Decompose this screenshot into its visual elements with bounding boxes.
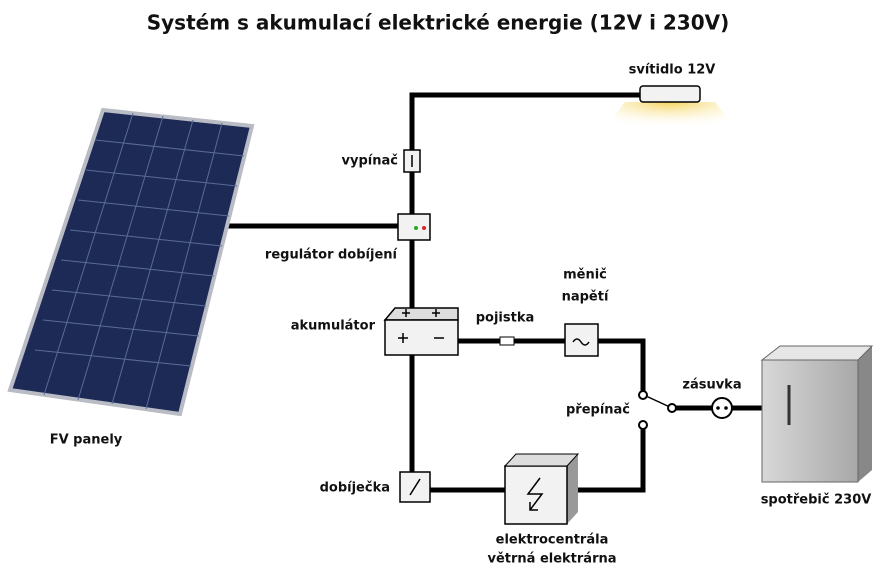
generator [503, 453, 580, 525]
panels-label: FV panely [50, 433, 123, 448]
socket [711, 397, 733, 419]
inverter-label: napětí [562, 290, 610, 305]
charger [399, 471, 431, 503]
generator-label: větrná elektrárna [487, 552, 616, 566]
lamp-label: svítidlo 12V [629, 63, 716, 78]
battery [383, 307, 459, 356]
appliance [760, 345, 874, 483]
selector-label: přepínač [566, 403, 630, 418]
charger-label: dobíječka [320, 481, 390, 496]
title: Systém s akumulací elektrické energie (1… [147, 11, 730, 35]
solar-panel [7, 107, 255, 417]
switch-label: vypínač [342, 154, 398, 169]
inverter-label: měnič [563, 268, 607, 283]
regulator-label: regulátor dobíjení [265, 248, 399, 263]
regulator [397, 213, 431, 241]
socket-label: zásuvka [682, 378, 741, 393]
fuse [499, 336, 515, 346]
lamp [600, 85, 740, 135]
battery-label: akumulátor [291, 319, 376, 334]
fuse-label: pojistka [476, 311, 535, 326]
appliance-label: spotřebič 230V [761, 493, 872, 508]
selector [638, 390, 677, 430]
wires [218, 92, 762, 493]
generator-label: elektrocentrála [496, 533, 609, 548]
inverter [564, 323, 599, 357]
